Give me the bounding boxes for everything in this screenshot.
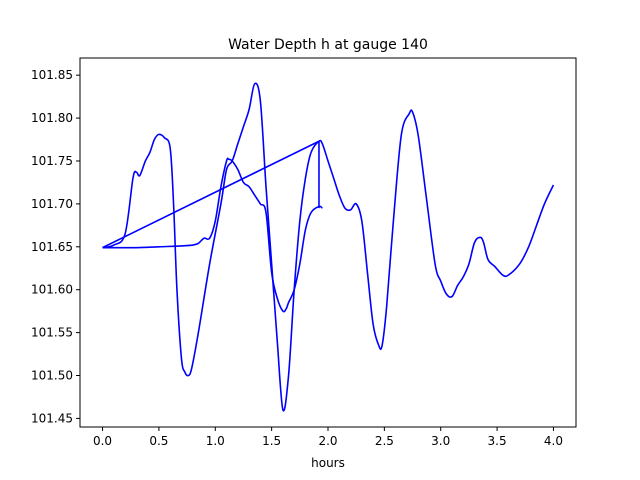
x-axis: 0.0 0.5 1.0 1.5 2.0 2.5 3.0 3.5 4.0: [93, 427, 563, 448]
series-line-3: [102, 140, 320, 249]
x-tick-label: 1.5: [262, 434, 281, 448]
x-tick-label: 3.0: [431, 434, 450, 448]
y-tick-label: 101.60: [31, 283, 73, 297]
y-tick-label: 101.85: [31, 68, 73, 82]
y-axis: 101.45 101.50 101.55 101.60 101.65 101.70 101.…: [31, 68, 80, 425]
x-tick-label: 2.0: [318, 434, 337, 448]
y-tick-label: 101.45: [31, 411, 73, 425]
y-tick-label: 101.50: [31, 369, 73, 383]
y-tick-label: 101.65: [31, 240, 73, 254]
x-tick-label: 4.0: [544, 434, 563, 448]
x-axis-label: hours: [311, 456, 345, 470]
plot-lines: [102, 82, 555, 412]
y-tick-label: 101.75: [31, 154, 73, 168]
x-tick-label: 3.5: [488, 434, 507, 448]
series-line-2: [102, 157, 323, 313]
y-tick-label: 101.55: [31, 326, 73, 340]
x-tick-label: 0.5: [149, 434, 168, 448]
y-tick-label: 101.80: [31, 111, 73, 125]
y-tick-label: 101.70: [31, 197, 73, 211]
x-tick-label: 2.5: [375, 434, 394, 448]
x-tick-label: 1.0: [206, 434, 225, 448]
chart-title: Water Depth h at gauge 140: [228, 37, 428, 53]
x-tick-label: 0.0: [93, 434, 112, 448]
